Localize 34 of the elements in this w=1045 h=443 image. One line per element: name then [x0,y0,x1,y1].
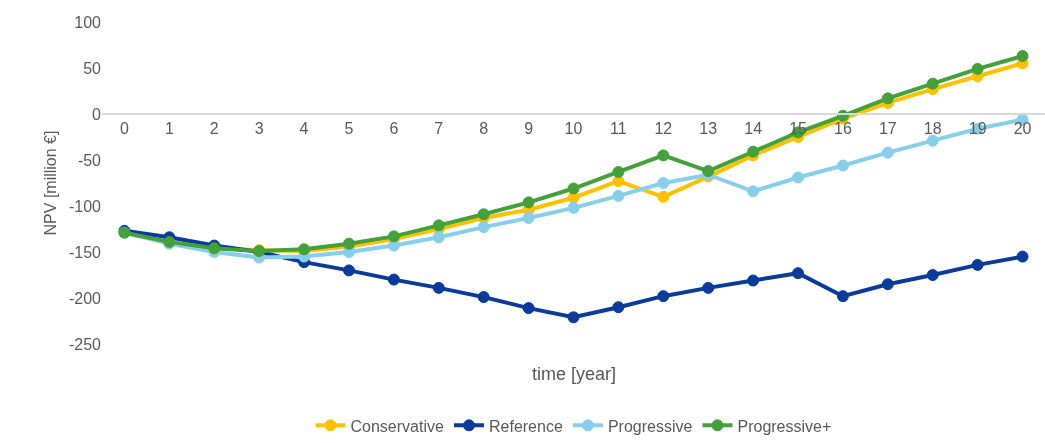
y-tick-label: 100 [74,13,102,31]
x-tick-label: 7 [434,120,444,138]
x-tick-label: 20 [1013,120,1032,138]
x-tick-label: 10 [564,120,583,138]
x-tick-label: 16 [834,120,852,138]
legend-label: Progressive [607,417,693,435]
y-tick-label: -150 [68,243,102,261]
x-axis-title: time [year] [532,364,617,384]
legend-label: Reference [488,417,563,435]
x-tick-label: 18 [923,120,942,138]
x-tick-label: 12 [654,120,673,138]
x-tick-label: 2 [209,120,219,138]
x-tick-label: 3 [254,120,264,138]
y-tick-label: -250 [68,335,102,353]
y-tick-label: -200 [68,289,102,307]
x-tick-label: 6 [389,120,399,138]
y-tick-label: 50 [83,59,102,77]
x-tick-label: 5 [344,120,354,138]
y-tick-label: -100 [68,197,102,215]
legend-label: Progressive+ [737,417,832,435]
legend-label: Conservative [350,417,444,435]
x-tick-label: 19 [968,120,987,138]
x-tick-label: 17 [878,120,897,138]
x-tick-label: 4 [299,120,309,138]
x-tick-label: 1 [164,120,174,138]
x-tick-label: 8 [479,120,489,138]
x-tick-label: 11 [610,120,627,138]
y-tick-label: -50 [77,151,102,169]
x-tick-label: 0 [120,120,129,138]
y-tick-label: 0 [92,105,102,123]
x-tick-label: 14 [744,120,763,138]
x-tick-label: 9 [524,120,534,138]
x-tick-label: 13 [699,120,718,138]
y-axis-title: NPV [million €] [41,130,59,236]
